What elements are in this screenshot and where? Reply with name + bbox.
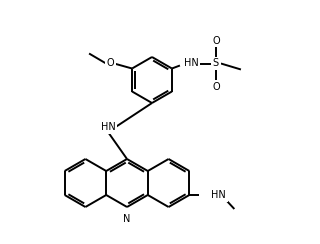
Text: O: O: [212, 81, 220, 92]
Text: HN: HN: [184, 59, 199, 69]
Text: HN: HN: [100, 122, 116, 132]
Text: O: O: [106, 59, 114, 69]
Text: O: O: [212, 35, 220, 45]
Text: N: N: [123, 214, 131, 224]
Text: S: S: [213, 59, 219, 69]
Text: HN: HN: [211, 190, 226, 200]
